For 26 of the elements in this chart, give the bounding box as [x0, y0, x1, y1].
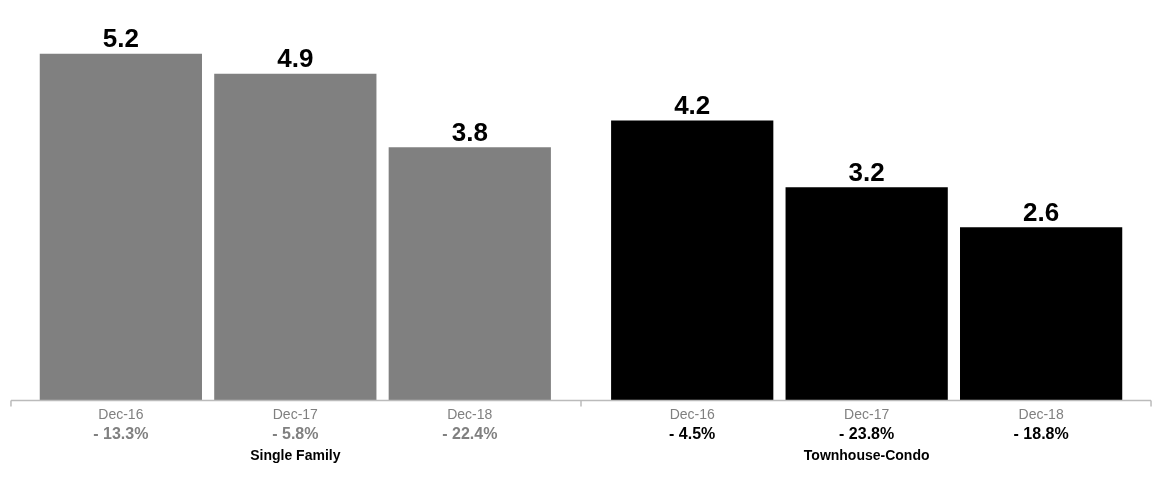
- data-label: 4.9: [277, 43, 314, 74]
- x-tick-label: Dec-17: [844, 405, 890, 422]
- text: - 5.8%: [272, 424, 319, 442]
- x-tick-label: Dec-16: [98, 405, 144, 422]
- text: - 13.3%: [93, 424, 149, 442]
- x-tick-label: Dec-18: [1018, 405, 1064, 422]
- x-tick-label: Dec-16: [669, 405, 715, 422]
- text: Townhouse-Condo: [803, 447, 930, 464]
- data-label: 5.2: [102, 23, 139, 54]
- x-tick-label: Dec-18: [447, 405, 493, 422]
- text: Single Family: [250, 447, 341, 464]
- data-label: 3.2: [848, 156, 885, 187]
- bar: [611, 120, 774, 401]
- bar: [214, 73, 377, 401]
- data-label: 2.6: [1023, 196, 1060, 227]
- text: - 4.5%: [669, 424, 716, 442]
- text: - 22.4%: [442, 424, 498, 442]
- x-tick-label: Dec-17: [272, 405, 319, 422]
- bar: [960, 227, 1123, 401]
- data-label: 3.8: [451, 116, 488, 147]
- bar: [388, 147, 551, 401]
- bar: [785, 187, 948, 401]
- bar: [39, 53, 202, 401]
- data-label: 4.2: [674, 89, 711, 120]
- text: - 23.8%: [839, 424, 895, 442]
- text: - 18.8%: [1013, 424, 1069, 442]
